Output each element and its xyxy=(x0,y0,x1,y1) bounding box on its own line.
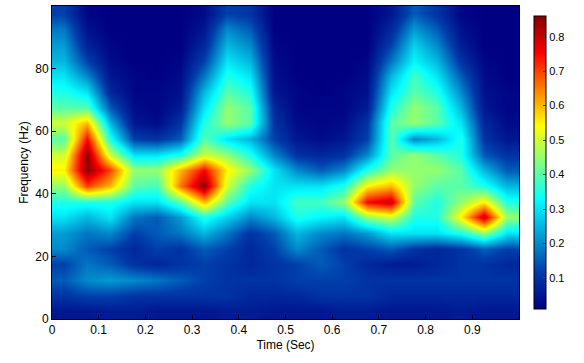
svg-text:60: 60 xyxy=(35,124,49,138)
svg-text:0.2: 0.2 xyxy=(137,323,154,337)
svg-text:0: 0 xyxy=(49,323,56,337)
svg-text:80: 80 xyxy=(35,62,49,76)
svg-text:0.1: 0.1 xyxy=(549,272,564,284)
svg-text:0.5: 0.5 xyxy=(277,323,294,337)
svg-text:0.7: 0.7 xyxy=(371,323,388,337)
svg-text:0.6: 0.6 xyxy=(324,323,341,337)
svg-text:Time (Sec): Time (Sec) xyxy=(256,338,314,352)
svg-text:Frequency (Hz): Frequency (Hz) xyxy=(17,121,31,204)
svg-text:0.8: 0.8 xyxy=(549,31,564,43)
svg-text:0.6: 0.6 xyxy=(549,99,564,111)
svg-text:40: 40 xyxy=(35,187,49,201)
svg-text:0.3: 0.3 xyxy=(184,323,201,337)
svg-text:0: 0 xyxy=(42,312,49,326)
svg-text:0.4: 0.4 xyxy=(549,168,564,180)
svg-text:0.5: 0.5 xyxy=(549,134,564,146)
svg-text:0.9: 0.9 xyxy=(464,323,481,337)
svg-text:0.7: 0.7 xyxy=(549,65,564,77)
svg-text:20: 20 xyxy=(35,250,49,264)
svg-text:0.2: 0.2 xyxy=(549,237,564,249)
svg-text:0.8: 0.8 xyxy=(417,323,434,337)
svg-text:0.4: 0.4 xyxy=(230,323,247,337)
svg-text:0.1: 0.1 xyxy=(90,323,107,337)
svg-text:0.3: 0.3 xyxy=(549,203,564,215)
